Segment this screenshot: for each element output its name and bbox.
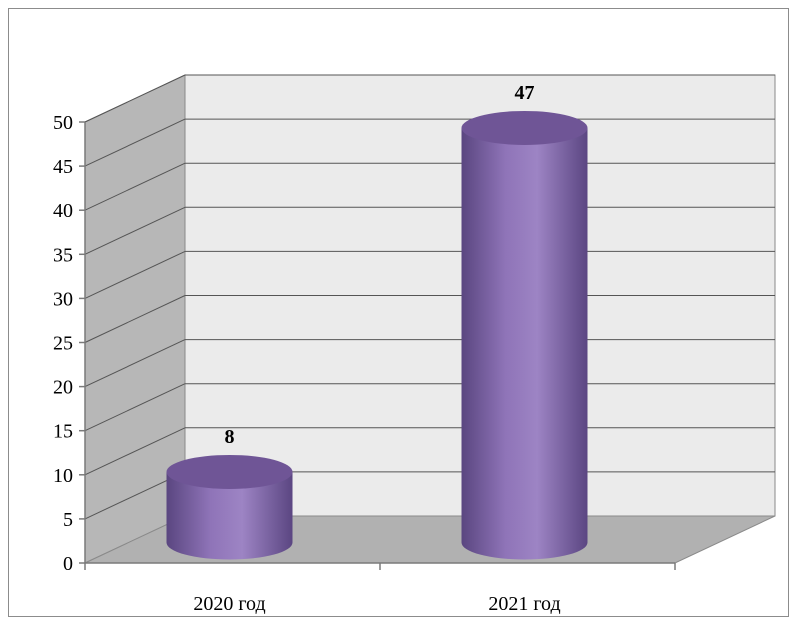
y-tick-label: 30 [53,288,73,310]
bar-2021-год [461,110,588,560]
y-tick-label: 20 [53,377,73,399]
bar-body [461,127,588,560]
labels: 0 5 10 15 20 25 30 35 40 45 50 8 47 2020 год 2021 год [53,82,561,615]
gridline-side [84,383,186,432]
y-tick-label: 40 [53,200,73,222]
y-tick-label: 15 [53,421,73,443]
gridline-side [84,250,186,299]
x-category-label: 2021 год [488,593,560,615]
data-label: 8 [225,426,235,448]
bar-top [461,110,588,145]
bar-body [166,471,293,560]
gridline-side [84,118,186,167]
y-tick-label: 25 [53,333,73,355]
y-tick-label: 0 [63,553,73,575]
y-tick-label: 10 [53,465,73,487]
data-label: 47 [515,82,535,104]
gridline-side [84,162,186,211]
y-tick-label: 45 [53,156,73,178]
gridline-side [84,206,186,255]
gridline-side [84,339,186,388]
y-tick-label: 50 [53,112,73,134]
gridline-side [84,74,186,123]
gridline-side [84,295,186,343]
bars [166,110,588,560]
x-category-label: 2020 год [193,593,265,615]
bar-2020-год [166,454,293,560]
y-tick-label: 5 [63,509,73,531]
axes [79,121,676,570]
y-tick-label: 35 [53,244,73,266]
gridline-side [84,427,186,476]
bar-top [166,454,293,489]
